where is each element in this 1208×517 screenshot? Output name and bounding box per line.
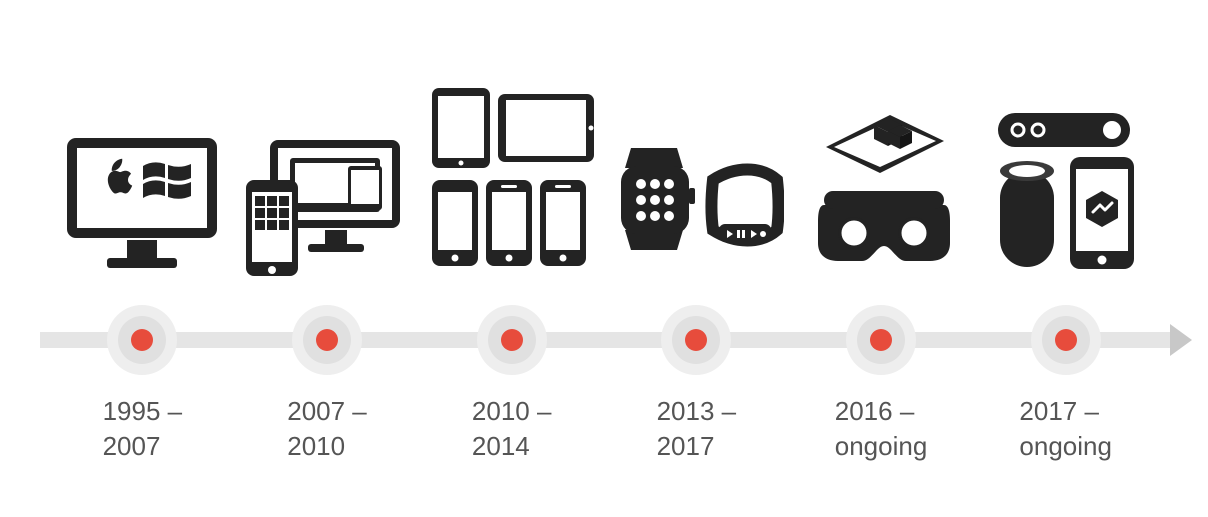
timeline-dot <box>107 305 177 375</box>
timeline-illustrations <box>20 40 1188 280</box>
timeline-dot <box>846 305 916 375</box>
timeline-axis <box>20 300 1188 380</box>
period-label: 2010 – 2014 <box>472 394 552 464</box>
timeline-dots <box>20 300 1188 380</box>
illustration-desktop-plus-mobile <box>235 40 420 280</box>
period-label: 2007 – 2010 <box>287 394 367 464</box>
period-label: 2017 – ongoing <box>1019 394 1112 464</box>
timeline-dot <box>1031 305 1101 375</box>
illustration-multi-devices <box>419 40 604 280</box>
timeline: 1995 – 2007 2007 – 2010 2010 – 2014 2013… <box>0 0 1208 517</box>
period-label: 2013 – 2017 <box>657 394 737 464</box>
illustration-desktop-os <box>50 40 235 280</box>
period-label: 2016 – ongoing <box>835 394 928 464</box>
illustration-ar-vr <box>789 40 974 280</box>
timeline-dot <box>661 305 731 375</box>
timeline-dot <box>292 305 362 375</box>
timeline-labels: 1995 – 2007 2007 – 2010 2010 – 2014 2013… <box>20 380 1188 464</box>
period-label: 1995 – 2007 <box>103 394 183 464</box>
illustration-voice-chat <box>973 40 1158 280</box>
timeline-dot <box>477 305 547 375</box>
illustration-wearables <box>604 40 789 280</box>
